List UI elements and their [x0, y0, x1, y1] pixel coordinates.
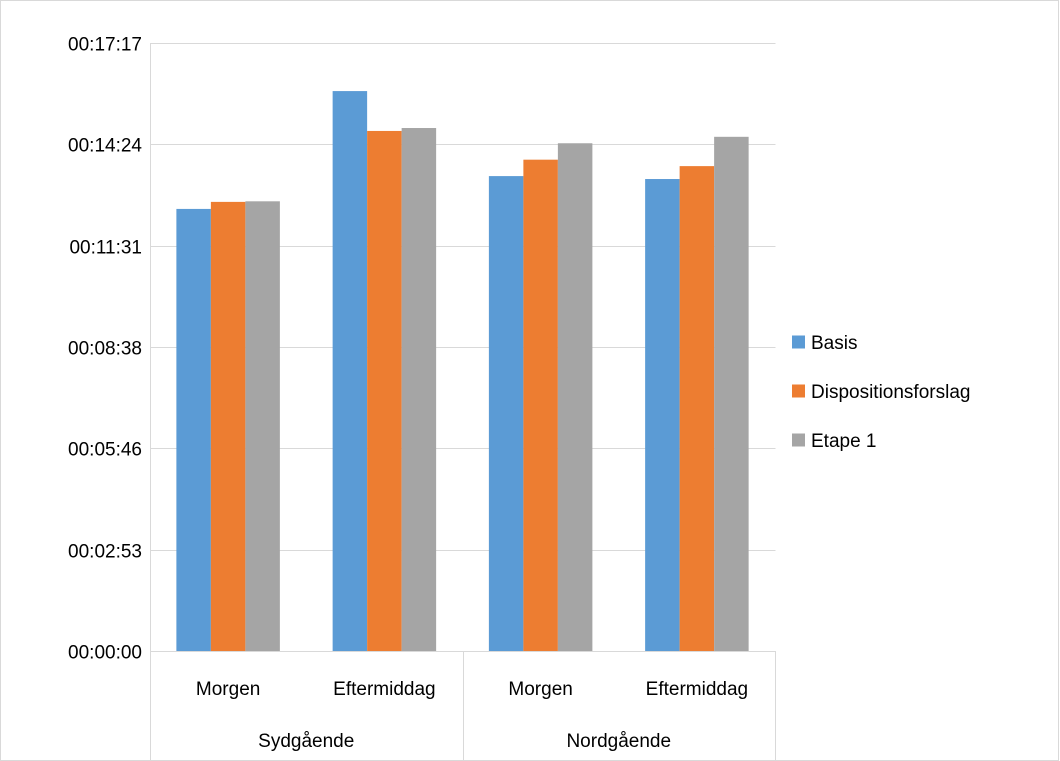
legend-label: Dispositionsforslag — [811, 382, 970, 403]
x-category-label: Eftermiddag — [333, 679, 435, 700]
x-group-label: Sydgående — [258, 731, 354, 752]
y-tick-label: 00:05:46 — [68, 440, 142, 461]
x-category-label: Eftermiddag — [646, 679, 748, 700]
x-group-label: Nordgående — [566, 731, 671, 752]
legend-swatch — [792, 335, 805, 349]
legend-label: Etape 1 — [811, 431, 877, 452]
y-tick-label: 00:11:31 — [69, 238, 142, 259]
bar — [645, 179, 680, 651]
y-tick-label: 00:14:24 — [68, 136, 142, 157]
bar — [210, 201, 246, 651]
y-tick-label: 00:17:17 — [68, 35, 142, 56]
legend-label: Basis — [811, 333, 857, 354]
bar — [488, 176, 524, 651]
x-category-label: Morgen — [508, 679, 572, 700]
y-tick-label: 00:00:00 — [68, 643, 142, 664]
bar — [245, 201, 280, 652]
bar — [401, 128, 437, 651]
y-tick-label: 00:02:53 — [68, 542, 142, 563]
x-category-label: Morgen — [196, 679, 260, 700]
bar — [367, 130, 402, 651]
bar — [332, 91, 368, 651]
bar — [714, 136, 749, 651]
bar — [523, 159, 558, 651]
axes: 00:00:00 00:02:53 00:05:46 00:08:38 00:11:31… — [68, 35, 776, 761]
bar — [557, 143, 593, 651]
bars — [176, 91, 749, 652]
bar — [176, 208, 211, 652]
legend-swatch — [792, 384, 805, 398]
bar — [679, 166, 715, 651]
legend: Basis Dispositionsforslag Etape 1 — [792, 333, 970, 452]
legend-swatch — [792, 433, 805, 447]
y-tick-label: 00:08:38 — [68, 339, 142, 360]
